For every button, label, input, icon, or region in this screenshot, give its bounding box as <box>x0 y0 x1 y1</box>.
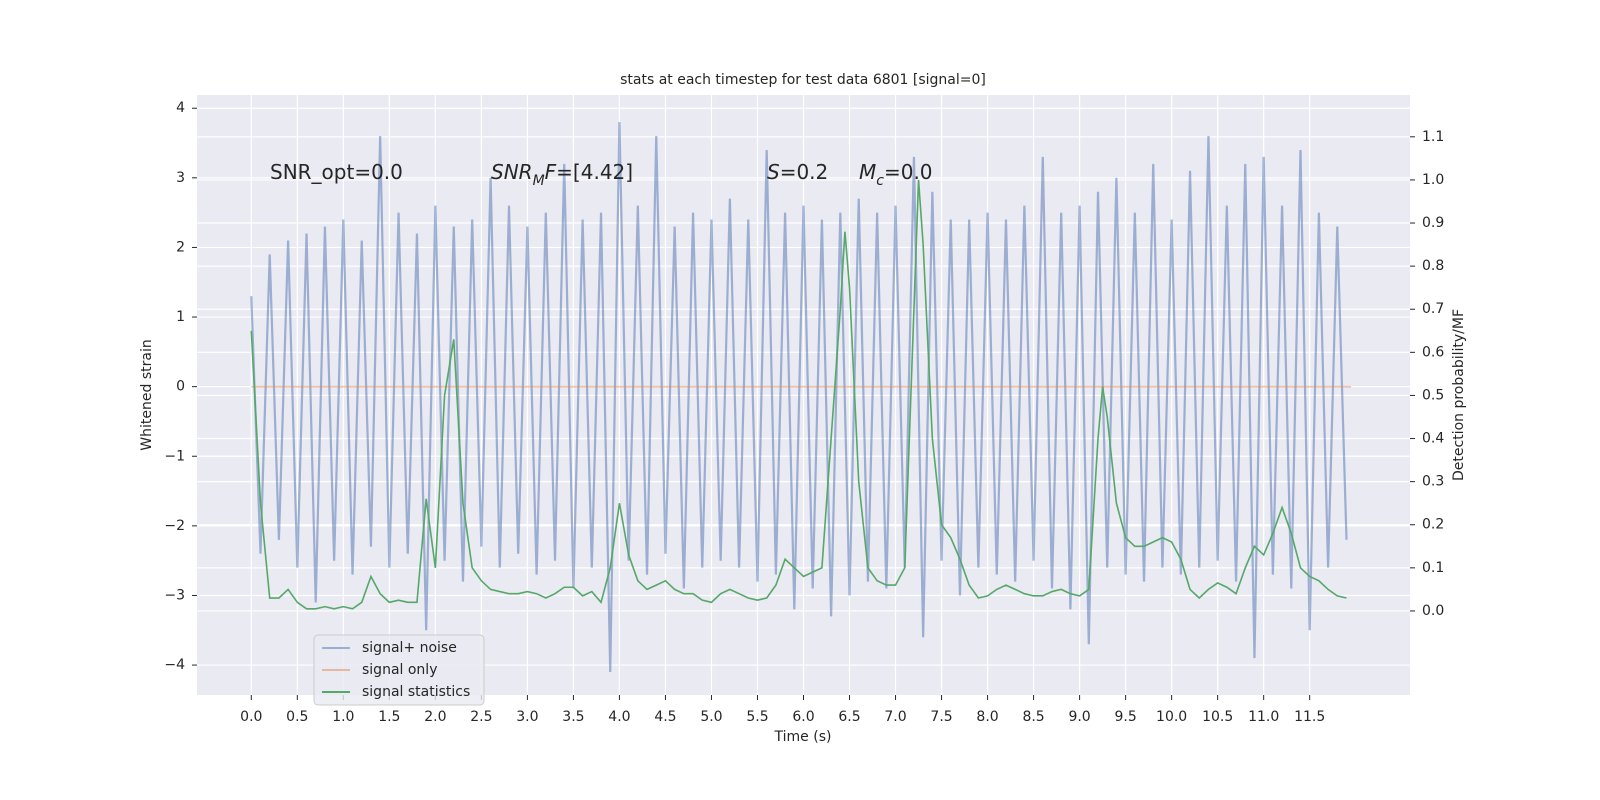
y-tick-label: −3 <box>164 587 185 603</box>
y2-tick-label: 0.5 <box>1422 387 1444 403</box>
annotation: SNRMF=[4.42] <box>491 160 633 190</box>
x-tick-label: 7.0 <box>884 709 906 725</box>
x-tick-label: 11.0 <box>1248 709 1279 725</box>
legend-label: signal statistics <box>362 684 470 700</box>
y-tick-label: 0 <box>176 379 185 395</box>
x-tick-label: 0.0 <box>240 709 262 725</box>
annotation-part: M <box>533 173 545 189</box>
x-tick-label: 3.5 <box>562 709 584 725</box>
legend-box <box>313 634 485 706</box>
x-tick-label: 1.5 <box>378 709 400 725</box>
x-tick-label: 0.5 <box>286 709 308 725</box>
y2-tick-label: 1.0 <box>1422 172 1444 188</box>
x-tick-label: 4.5 <box>654 709 676 725</box>
y2-tick-label: 0.1 <box>1422 560 1444 576</box>
x-tick-label: 2.0 <box>424 709 446 725</box>
y2-tick-label: 0.4 <box>1422 431 1444 447</box>
annotation-part: =0.2 <box>780 160 829 184</box>
annotation-part: c <box>876 173 884 189</box>
x-tick-label: 10.5 <box>1202 709 1233 725</box>
annotation-part: =0.0 <box>884 160 933 184</box>
annotation-part: =[4.42] <box>556 160 633 184</box>
annotation: S=0.2 <box>767 160 828 184</box>
y-tick-label: 2 <box>176 239 185 255</box>
x-tick-label: 10.0 <box>1156 709 1187 725</box>
y2-tick-label: 0.8 <box>1422 258 1444 274</box>
annotation: SNR_opt=0.0 <box>270 160 403 184</box>
y2-tick-label: 0.9 <box>1422 215 1444 231</box>
y2-tick-label: 0.0 <box>1422 603 1444 619</box>
y-tick-label: −1 <box>164 448 185 464</box>
x-tick-label: 6.0 <box>792 709 814 725</box>
y2-tick-label: 0.3 <box>1422 474 1444 490</box>
x-tick-label: 9.5 <box>1114 709 1136 725</box>
y-axis-label: Whitened strain <box>139 339 155 450</box>
y2-tick-label: 0.6 <box>1422 344 1444 360</box>
y-tick-label: −2 <box>164 518 185 534</box>
x-tick-label: 6.5 <box>838 709 860 725</box>
series-line <box>250 122 1348 673</box>
x-tick-label: 8.5 <box>1022 709 1044 725</box>
x-tick-label: 11.5 <box>1294 709 1325 725</box>
annotation: Mc=0.0 <box>859 160 933 190</box>
y2-tick-label: 1.1 <box>1422 129 1444 145</box>
legend-label: signal only <box>362 662 437 678</box>
x-tick-label: 4.0 <box>608 709 630 725</box>
y-tick-label: 4 <box>176 100 185 116</box>
x-tick-label: 3.0 <box>516 709 538 725</box>
legend-label: signal+ noise <box>362 640 457 656</box>
annotation-part: SNR_opt=0.0 <box>270 160 403 184</box>
x-tick-label: 2.5 <box>470 709 492 725</box>
x-tick-label: 7.5 <box>930 709 952 725</box>
y2-tick-label: 0.2 <box>1422 517 1444 533</box>
x-tick-label: 8.0 <box>976 709 998 725</box>
x-tick-label: 5.0 <box>700 709 722 725</box>
x-axis-label: Time (s) <box>774 729 832 745</box>
y-tick-label: 1 <box>176 309 185 325</box>
y2-tick-label: 0.7 <box>1422 301 1444 317</box>
y2-axis-label: Detection probability/MF <box>1451 309 1467 481</box>
y-tick-label: −4 <box>164 657 185 673</box>
x-tick-label: 1.0 <box>332 709 354 725</box>
x-tick-label: 5.5 <box>746 709 768 725</box>
annotation-part: M <box>859 160 876 184</box>
annotation-part: S <box>767 160 780 184</box>
x-tick-label: 9.0 <box>1068 709 1090 725</box>
series-line <box>250 179 1347 610</box>
annotation-part: SNR <box>491 160 533 184</box>
chart-title: stats at each timestep for test data 680… <box>620 72 986 88</box>
y-tick-label: 3 <box>176 170 185 186</box>
annotation-part: F <box>545 160 557 184</box>
